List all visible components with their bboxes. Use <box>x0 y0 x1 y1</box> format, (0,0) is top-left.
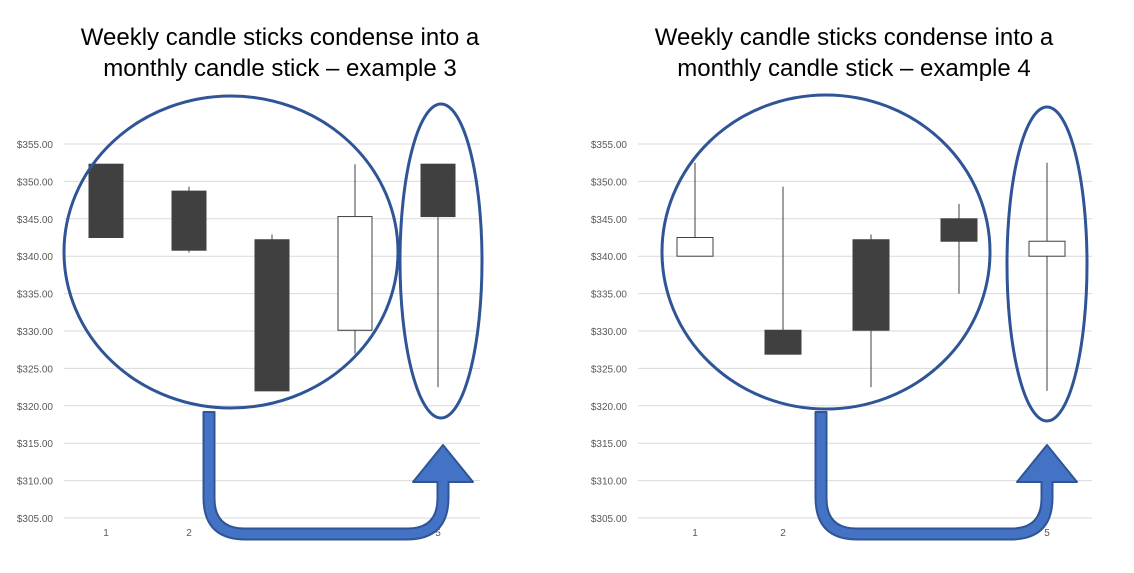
candle <box>852 234 890 388</box>
candle-body <box>337 216 373 331</box>
y-tick-label: $355.00 <box>17 140 54 151</box>
candle <box>676 162 714 257</box>
y-tick-label: $335.00 <box>17 290 54 301</box>
candle <box>337 164 373 354</box>
monthly-candle-ellipse <box>1005 105 1089 423</box>
y-tick-label: $325.00 <box>17 364 54 375</box>
y-tick-label: $330.00 <box>591 327 628 338</box>
candle-body <box>88 163 124 238</box>
candle-body <box>764 329 802 355</box>
y-tick-label: $310.00 <box>591 477 628 488</box>
y-tick-label: $340.00 <box>591 252 628 263</box>
candle-body <box>852 239 890 331</box>
y-tick-label: $315.00 <box>17 439 54 450</box>
chart-panel-example-4: Weekly candle sticks condense into a mon… <box>574 0 1134 573</box>
candlestick-chart: $305.00 $310.00 $315.00 $320.00 $325.00 $330.… <box>591 93 1092 541</box>
y-tick-label: $305.00 <box>17 514 54 525</box>
y-tick-label: $355.00 <box>591 140 628 151</box>
candle <box>88 163 124 238</box>
weekly-group-circle <box>62 94 400 410</box>
weekly-group-circle <box>660 93 992 411</box>
chart-title-line-1: Weekly candle sticks condense into a <box>654 24 1054 51</box>
flow-arrow-icon <box>202 411 474 541</box>
monthly-candle-ellipse <box>398 102 484 420</box>
y-tick-label: $350.00 <box>591 177 628 188</box>
candle-body <box>676 237 714 257</box>
x-tick-label: 5 <box>435 528 441 539</box>
x-tick-label: 1 <box>103 528 109 539</box>
candle-body <box>254 239 290 392</box>
chart-title-line-2: monthly candle stick – example 4 <box>677 55 1031 82</box>
flow-arrow-icon <box>814 411 1078 541</box>
y-tick-label: $340.00 <box>17 252 54 263</box>
candlestick-chart: $305.00 $310.00 $315.00 $320.00 $325.00 $330.… <box>17 94 484 541</box>
chart-title: Weekly candle sticks condense into a mon… <box>574 22 1134 84</box>
candle-body <box>940 218 978 242</box>
candle <box>1028 162 1066 391</box>
y-tick-label: $310.00 <box>17 477 54 488</box>
x-tick-label: 2 <box>186 528 192 539</box>
y-tick-label: $350.00 <box>17 177 54 188</box>
y-tick-label: $305.00 <box>591 514 628 525</box>
candle <box>764 186 802 355</box>
y-tick-label: $330.00 <box>17 327 54 338</box>
chart-title-line-2: monthly candle stick – example 3 <box>103 55 457 82</box>
candle-body <box>171 190 207 251</box>
candle <box>254 234 290 392</box>
y-tick-label: $325.00 <box>591 364 628 375</box>
x-tick-label: 5 <box>1044 528 1050 539</box>
candle <box>940 203 978 294</box>
x-tick-label: 2 <box>780 528 786 539</box>
y-tick-label: $345.00 <box>17 215 54 226</box>
chart-panel-example-3: Weekly candle sticks condense into a mon… <box>0 0 560 573</box>
y-tick-label: $320.00 <box>17 402 54 413</box>
y-tick-label: $320.00 <box>591 402 628 413</box>
y-tick-label: $345.00 <box>591 215 628 226</box>
chart-title: Weekly candle sticks condense into a mon… <box>0 22 560 84</box>
y-tick-label: $315.00 <box>591 439 628 450</box>
y-tick-label: $335.00 <box>591 290 628 301</box>
candle <box>420 163 456 388</box>
candle-body <box>1028 240 1066 257</box>
chart-title-line-1: Weekly candle sticks condense into a <box>80 24 480 51</box>
x-tick-label: 1 <box>692 528 698 539</box>
candle <box>171 186 207 253</box>
candle-body <box>420 163 456 218</box>
